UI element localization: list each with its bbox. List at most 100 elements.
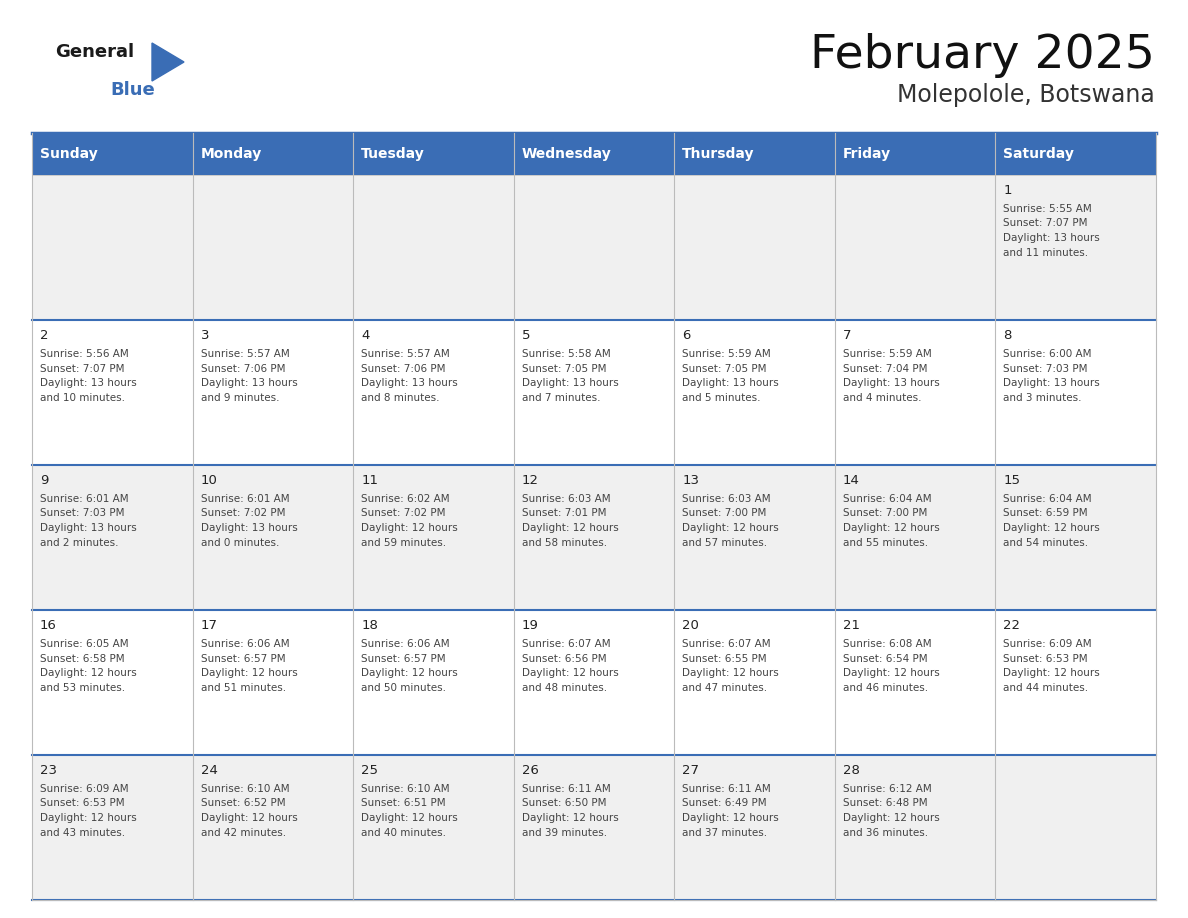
Text: Sunrise: 6:03 AM: Sunrise: 6:03 AM	[522, 494, 611, 504]
Text: Sunset: 7:07 PM: Sunset: 7:07 PM	[1004, 218, 1088, 229]
Text: Daylight: 13 hours: Daylight: 13 hours	[682, 378, 779, 388]
Text: 7: 7	[842, 329, 852, 341]
Text: and 36 minutes.: and 36 minutes.	[842, 828, 928, 838]
Text: Sunrise: 6:01 AM: Sunrise: 6:01 AM	[201, 494, 289, 504]
Text: Sunset: 7:00 PM: Sunset: 7:00 PM	[682, 509, 766, 519]
Bar	[996, 755, 1156, 900]
Text: Daylight: 12 hours: Daylight: 12 hours	[201, 668, 297, 678]
Text: Friday: Friday	[842, 147, 891, 161]
Bar	[513, 610, 675, 755]
Text: Tuesday: Tuesday	[361, 147, 425, 161]
Bar	[675, 320, 835, 465]
Bar	[513, 320, 675, 465]
Text: Sunset: 6:55 PM: Sunset: 6:55 PM	[682, 654, 767, 664]
Bar	[835, 175, 996, 320]
Text: Daylight: 13 hours: Daylight: 13 hours	[842, 378, 940, 388]
Text: Sunset: 6:51 PM: Sunset: 6:51 PM	[361, 799, 446, 809]
Text: Daylight: 12 hours: Daylight: 12 hours	[842, 813, 940, 823]
Text: Daylight: 12 hours: Daylight: 12 hours	[1004, 523, 1100, 533]
Text: Molepolole, Botswana: Molepolole, Botswana	[897, 83, 1155, 107]
Bar	[835, 320, 996, 465]
Bar	[835, 755, 996, 900]
Text: 28: 28	[842, 764, 860, 777]
Text: Sunset: 6:57 PM: Sunset: 6:57 PM	[361, 654, 446, 664]
Text: Sunrise: 6:09 AM: Sunrise: 6:09 AM	[40, 784, 128, 794]
Text: Monday: Monday	[201, 147, 261, 161]
Bar	[513, 755, 675, 900]
Text: Daylight: 12 hours: Daylight: 12 hours	[40, 668, 137, 678]
Text: Sunset: 7:05 PM: Sunset: 7:05 PM	[522, 364, 606, 374]
Text: Daylight: 12 hours: Daylight: 12 hours	[361, 668, 457, 678]
Text: Sunday: Sunday	[40, 147, 97, 161]
Text: Sunset: 6:59 PM: Sunset: 6:59 PM	[1004, 509, 1088, 519]
Text: Sunrise: 6:06 AM: Sunrise: 6:06 AM	[361, 639, 450, 649]
Text: 10: 10	[201, 474, 217, 487]
Text: 3: 3	[201, 329, 209, 341]
Text: and 58 minutes.: and 58 minutes.	[522, 538, 607, 548]
Text: Sunrise: 5:57 AM: Sunrise: 5:57 AM	[361, 349, 450, 359]
Text: Daylight: 12 hours: Daylight: 12 hours	[842, 668, 940, 678]
Bar	[32, 320, 192, 465]
Text: Daylight: 12 hours: Daylight: 12 hours	[682, 813, 779, 823]
Text: Sunset: 7:03 PM: Sunset: 7:03 PM	[1004, 364, 1088, 374]
Bar	[192, 755, 353, 900]
Text: Daylight: 13 hours: Daylight: 13 hours	[40, 523, 137, 533]
Bar	[353, 755, 513, 900]
Text: Daylight: 12 hours: Daylight: 12 hours	[522, 523, 619, 533]
Text: February 2025: February 2025	[810, 33, 1155, 78]
Text: and 44 minutes.: and 44 minutes.	[1004, 683, 1088, 693]
Text: 26: 26	[522, 764, 538, 777]
Text: 23: 23	[40, 764, 57, 777]
Text: Sunrise: 6:07 AM: Sunrise: 6:07 AM	[522, 639, 611, 649]
Text: Sunrise: 6:05 AM: Sunrise: 6:05 AM	[40, 639, 128, 649]
Bar	[513, 133, 675, 175]
Bar	[996, 610, 1156, 755]
Text: Daylight: 12 hours: Daylight: 12 hours	[682, 523, 779, 533]
Text: Sunset: 6:58 PM: Sunset: 6:58 PM	[40, 654, 125, 664]
Text: and 0 minutes.: and 0 minutes.	[201, 538, 279, 548]
Text: Daylight: 13 hours: Daylight: 13 hours	[40, 378, 137, 388]
Text: and 10 minutes.: and 10 minutes.	[40, 393, 125, 403]
Text: Sunrise: 5:56 AM: Sunrise: 5:56 AM	[40, 349, 128, 359]
Text: Sunrise: 6:03 AM: Sunrise: 6:03 AM	[682, 494, 771, 504]
Text: 2: 2	[40, 329, 49, 341]
Text: Sunrise: 6:09 AM: Sunrise: 6:09 AM	[1004, 639, 1092, 649]
Text: 15: 15	[1004, 474, 1020, 487]
Text: Wednesday: Wednesday	[522, 147, 612, 161]
Text: and 7 minutes.: and 7 minutes.	[522, 393, 600, 403]
Text: Sunrise: 6:10 AM: Sunrise: 6:10 AM	[361, 784, 450, 794]
Text: 5: 5	[522, 329, 530, 341]
Text: Sunrise: 6:04 AM: Sunrise: 6:04 AM	[842, 494, 931, 504]
Text: Saturday: Saturday	[1004, 147, 1074, 161]
Bar	[192, 610, 353, 755]
Text: Sunrise: 6:08 AM: Sunrise: 6:08 AM	[842, 639, 931, 649]
Text: and 43 minutes.: and 43 minutes.	[40, 828, 125, 838]
Text: 13: 13	[682, 474, 700, 487]
Polygon shape	[152, 43, 184, 81]
Text: and 46 minutes.: and 46 minutes.	[842, 683, 928, 693]
Text: Daylight: 12 hours: Daylight: 12 hours	[842, 523, 940, 533]
Text: Sunset: 7:06 PM: Sunset: 7:06 PM	[201, 364, 285, 374]
Text: and 57 minutes.: and 57 minutes.	[682, 538, 767, 548]
Text: Daylight: 12 hours: Daylight: 12 hours	[1004, 668, 1100, 678]
Text: Sunrise: 5:58 AM: Sunrise: 5:58 AM	[522, 349, 611, 359]
Text: Daylight: 13 hours: Daylight: 13 hours	[361, 378, 457, 388]
Text: Sunset: 6:54 PM: Sunset: 6:54 PM	[842, 654, 928, 664]
Text: Daylight: 12 hours: Daylight: 12 hours	[522, 813, 619, 823]
Text: and 3 minutes.: and 3 minutes.	[1004, 393, 1082, 403]
Text: Sunset: 7:02 PM: Sunset: 7:02 PM	[201, 509, 285, 519]
Bar	[835, 610, 996, 755]
Text: Sunrise: 6:02 AM: Sunrise: 6:02 AM	[361, 494, 450, 504]
Text: 19: 19	[522, 619, 538, 632]
Text: Sunset: 6:57 PM: Sunset: 6:57 PM	[201, 654, 285, 664]
Text: Blue: Blue	[110, 81, 154, 99]
Bar	[513, 465, 675, 610]
Text: and 55 minutes.: and 55 minutes.	[842, 538, 928, 548]
Text: and 11 minutes.: and 11 minutes.	[1004, 248, 1088, 258]
Text: 25: 25	[361, 764, 378, 777]
Text: 12: 12	[522, 474, 538, 487]
Text: Sunset: 6:53 PM: Sunset: 6:53 PM	[1004, 654, 1088, 664]
Text: Daylight: 12 hours: Daylight: 12 hours	[361, 813, 457, 823]
Text: and 42 minutes.: and 42 minutes.	[201, 828, 286, 838]
Bar	[675, 133, 835, 175]
